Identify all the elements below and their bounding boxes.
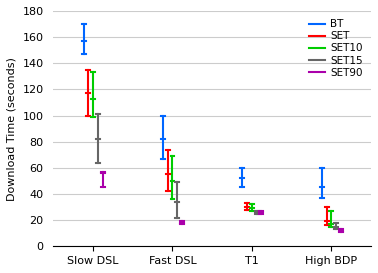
Legend: BT, SET, SET10, SET15, SET90: BT, SET, SET10, SET15, SET90	[306, 16, 366, 81]
Y-axis label: Download Time (seconds): Download Time (seconds)	[7, 57, 17, 201]
